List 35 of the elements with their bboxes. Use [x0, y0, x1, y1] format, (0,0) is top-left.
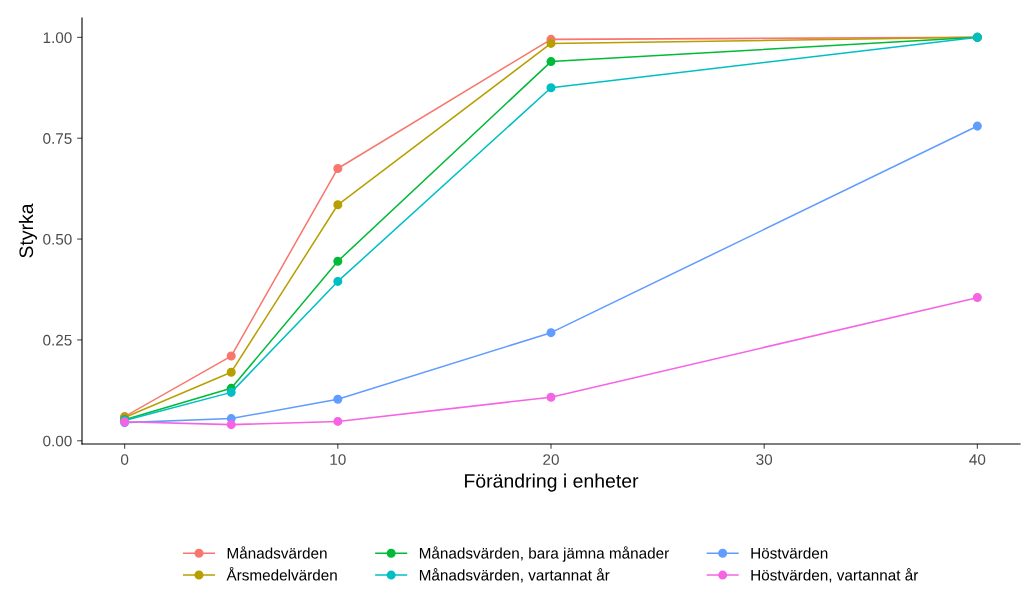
point [546, 57, 556, 67]
point [546, 328, 556, 338]
x-tick-label: 40 [969, 454, 986, 465]
point [546, 392, 556, 402]
point [333, 276, 343, 286]
legend-label: Månadsvärden, vartannat år [419, 568, 610, 583]
point [333, 163, 343, 173]
point [226, 351, 236, 361]
x-tick-label: 10 [330, 454, 346, 465]
point [333, 394, 343, 404]
y-tick-label: 1.00 [43, 32, 72, 44]
y-axis-title: Styrka [18, 203, 37, 258]
legend-label: Årsmedelvärden [226, 567, 337, 581]
legend-label: Månadsvärden [227, 546, 327, 559]
y-tick-label: 0.75 [43, 133, 72, 144]
legend-label: Månadsvärden, bara jämna månader [419, 546, 669, 562]
y-tick-label: 0.00 [43, 435, 72, 447]
x-tick-label: 30 [756, 454, 773, 465]
point [333, 200, 343, 210]
point [546, 38, 556, 48]
legend-label: Höstvärden [751, 547, 828, 559]
point [226, 420, 236, 430]
point [333, 416, 343, 426]
point [546, 83, 556, 93]
x-axis-title: Förändring i enheter [465, 473, 639, 492]
x-tick-label: 0 [120, 454, 129, 465]
point [972, 293, 982, 303]
legend-label: Höstvärden, vartannat år [751, 568, 919, 583]
point [333, 256, 343, 266]
point [972, 121, 982, 131]
y-tick-label: 0.25 [43, 334, 72, 346]
x-tick-label: 20 [543, 454, 559, 465]
point [226, 367, 236, 377]
y-tick-label: 0.50 [43, 233, 72, 245]
point [226, 387, 236, 397]
